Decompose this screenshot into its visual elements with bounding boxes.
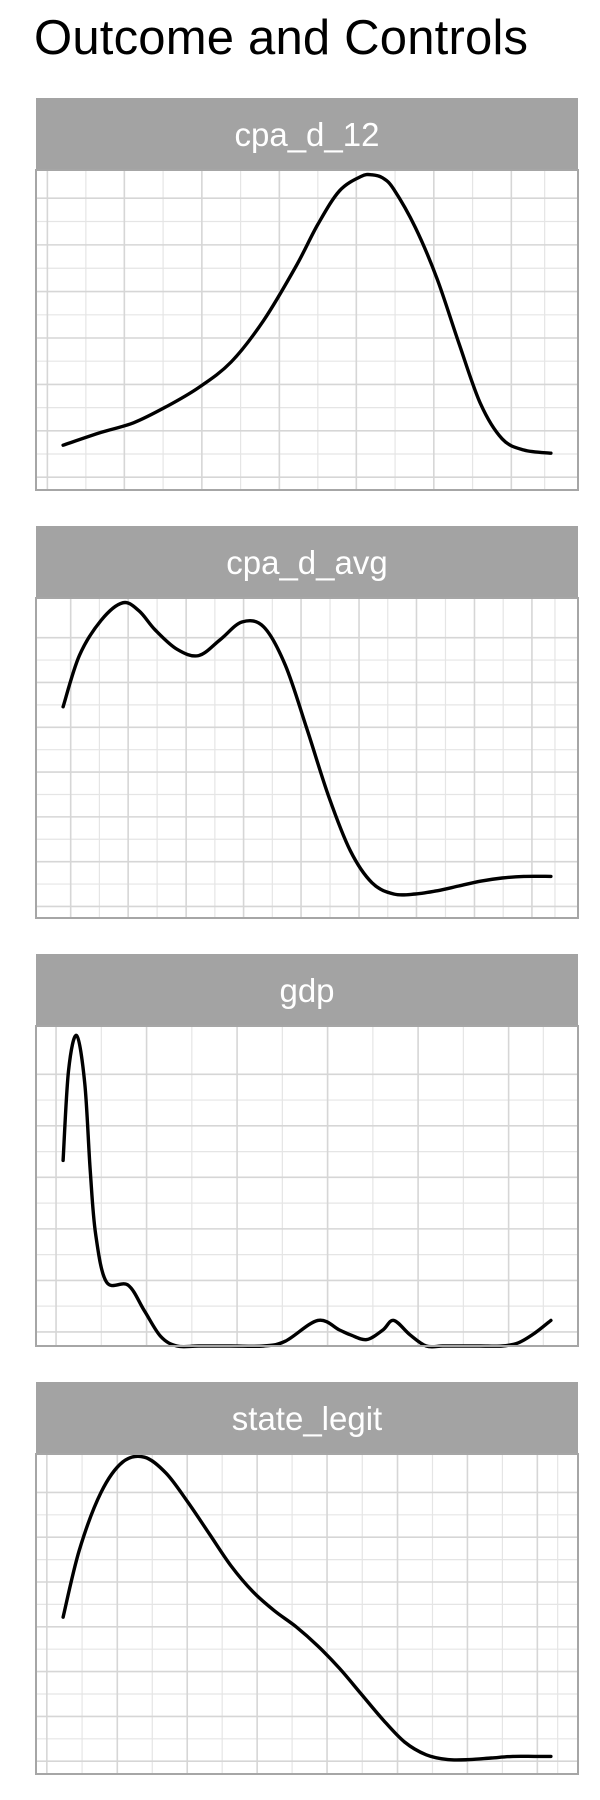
density-line: [61, 1454, 553, 1762]
panel-border: [35, 169, 579, 491]
facet-panel-state-legit: state_legit: [35, 1382, 579, 1775]
facet-strip: [36, 954, 578, 1026]
chart-title: Outcome and Controls: [34, 11, 529, 65]
panel-border: [35, 597, 579, 919]
facet-strip-label: cpa_d_avg: [226, 544, 387, 581]
panel-background: [36, 1454, 578, 1774]
facet-strip: [36, 98, 578, 170]
facet-panel-gdp: gdp: [35, 954, 579, 1349]
density-line: [61, 600, 553, 897]
panel-border: [35, 1453, 579, 1775]
panel-background: [36, 598, 578, 918]
facet-strip: [36, 526, 578, 598]
facet-strip-label: state_legit: [232, 1400, 382, 1437]
panel-border: [35, 1025, 579, 1347]
panel-background: [36, 170, 578, 490]
facet-strip: [36, 1382, 578, 1454]
facet-strip-label: cpa_d_12: [235, 116, 380, 153]
facet-panel-cpa-d-avg: cpa_d_avg: [35, 526, 579, 919]
density-line: [61, 172, 553, 455]
panel-background: [36, 1026, 578, 1346]
facet-strip-label: gdp: [279, 972, 334, 1009]
facet-panel-cpa-d-12: cpa_d_12: [35, 98, 579, 491]
